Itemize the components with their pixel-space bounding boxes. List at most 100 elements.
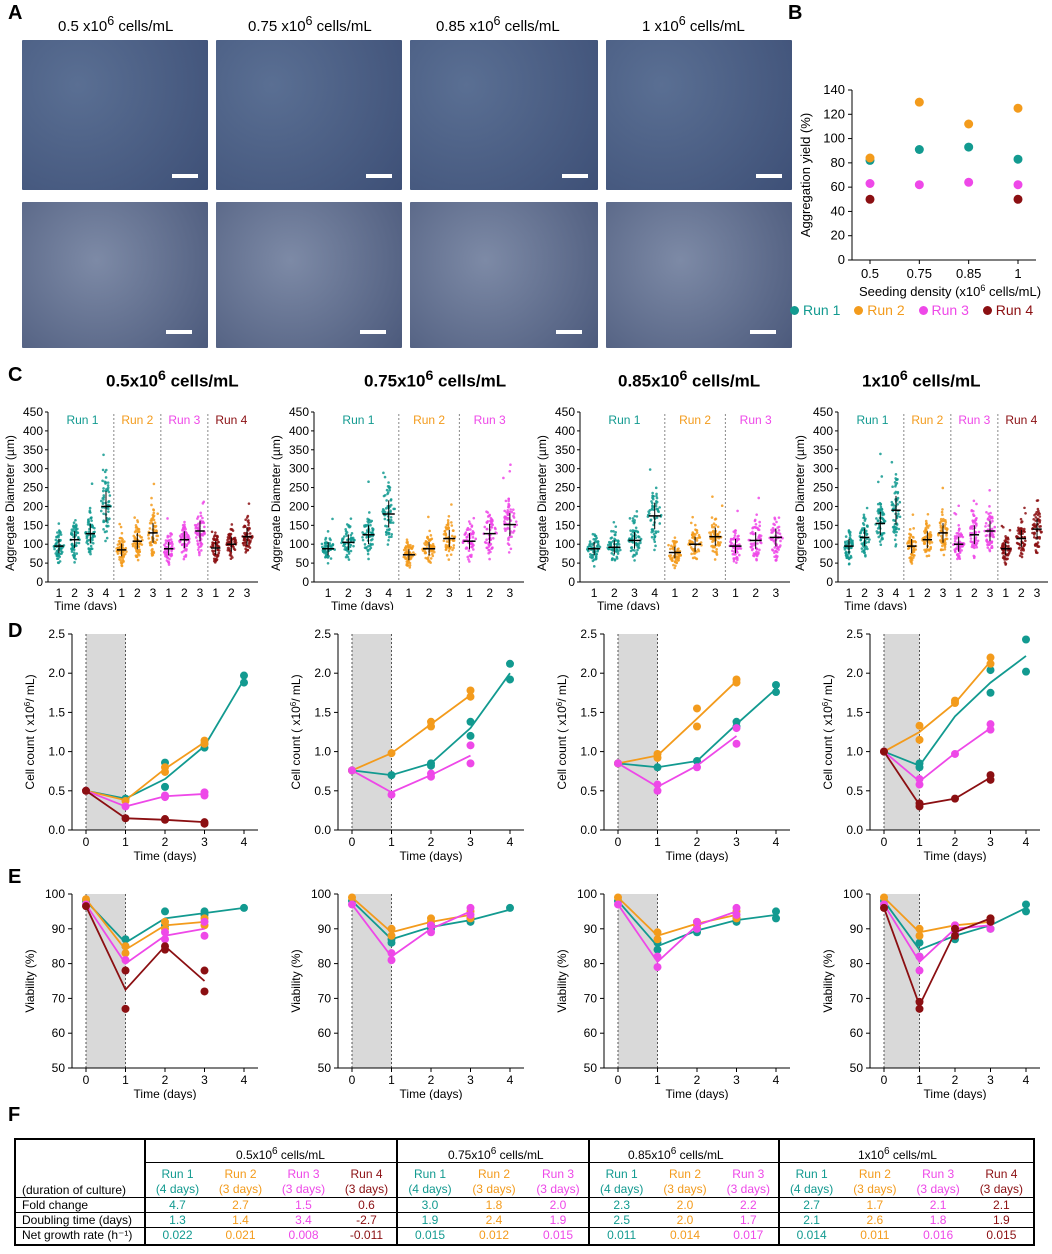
data-point (715, 548, 718, 551)
data-point (107, 490, 111, 494)
data-point (988, 549, 992, 553)
x-tick-label: 3 (365, 586, 372, 600)
data-point (737, 534, 740, 538)
data-point (697, 533, 701, 537)
data-point (450, 521, 453, 524)
data-point (369, 543, 373, 546)
data-point (389, 510, 392, 514)
fold-change-value: 2.7 (232, 1198, 249, 1212)
data-point (320, 542, 324, 546)
data-point (655, 492, 658, 496)
data-point (348, 766, 356, 775)
data-point (101, 468, 105, 472)
data-point (772, 680, 780, 689)
data-point (60, 552, 63, 555)
data-point (131, 544, 135, 548)
data-point (366, 552, 370, 556)
data-point (70, 543, 74, 546)
data-point (469, 555, 472, 558)
table-group-header-0.85: 0.85x106 cells/mL (628, 1146, 724, 1162)
data-point (877, 512, 880, 515)
data-point (655, 494, 658, 498)
data-point (200, 966, 209, 975)
data-point (951, 698, 959, 707)
data-point (943, 548, 947, 551)
data-point (1040, 530, 1043, 534)
data-point (615, 555, 619, 559)
x-tick-label: 2 (952, 1073, 959, 1087)
data-point (975, 524, 978, 527)
data-point (387, 771, 396, 780)
data-point (119, 525, 123, 529)
x-tick-label: 3 (244, 586, 251, 600)
data-point (153, 541, 156, 545)
data-point (986, 924, 995, 933)
y-tick-label: 400 (555, 424, 575, 438)
data-point (184, 553, 188, 557)
data-point (387, 538, 390, 542)
data-point (713, 558, 717, 561)
data-point (633, 514, 636, 518)
data-point (734, 529, 737, 532)
y-tick-label: 1.0 (314, 745, 331, 759)
data-point (102, 528, 105, 531)
data-point (711, 495, 714, 498)
data-point (93, 530, 96, 534)
data-point (452, 546, 455, 550)
data-point (923, 542, 927, 545)
data-point (350, 532, 354, 535)
data-point (732, 910, 741, 919)
growth-rate-value: 0.012 (478, 1228, 510, 1242)
data-point (988, 505, 991, 508)
data-point (890, 503, 894, 507)
data-point (243, 537, 246, 540)
data-point (384, 507, 388, 510)
data-point (606, 543, 610, 547)
data-point (779, 544, 782, 547)
data-point (915, 1004, 924, 1013)
data-point (161, 791, 169, 800)
y-tick-label: 50 (820, 556, 834, 570)
data-point (650, 535, 654, 539)
y-tick-label: 250 (23, 481, 43, 495)
data-point (589, 555, 592, 559)
data-point (846, 539, 849, 543)
data-point (652, 532, 656, 536)
data-point (880, 538, 883, 541)
viability-chart-0.75: 50 60 70 80 90 100 0 1 2 3 4 Time (days) Viability (… (289, 887, 524, 1100)
x-tick-label: 2 (861, 586, 868, 600)
data-point (198, 553, 201, 557)
data-point (347, 552, 351, 555)
x-tick-label: 4 (103, 586, 110, 600)
data-point (673, 560, 677, 564)
data-point (390, 535, 393, 539)
data-point (751, 526, 755, 529)
data-point (99, 509, 103, 513)
data-point (653, 952, 662, 961)
data-point (107, 500, 110, 504)
data-point (244, 540, 247, 544)
data-point (849, 554, 853, 558)
data-point (732, 724, 741, 733)
data-point (667, 543, 670, 547)
data-point (615, 543, 619, 546)
series-line (85, 790, 205, 824)
run-duration: (3 days) (979, 1182, 1024, 1196)
data-point (431, 542, 435, 546)
data-point (612, 530, 615, 533)
data-point (199, 541, 203, 545)
data-point (474, 537, 478, 541)
data-point (753, 518, 757, 522)
doubling-time-value: 1.3 (169, 1213, 186, 1227)
data-point (91, 541, 95, 545)
data-point (986, 725, 995, 734)
data-point (240, 671, 248, 680)
x-tick-label: 2 (181, 586, 188, 600)
scale-bar (360, 330, 386, 334)
data-point (487, 543, 491, 547)
data-point (693, 763, 701, 772)
data-point (121, 551, 125, 554)
data-point (404, 544, 408, 548)
data-point (490, 525, 493, 529)
data-point (631, 534, 635, 538)
